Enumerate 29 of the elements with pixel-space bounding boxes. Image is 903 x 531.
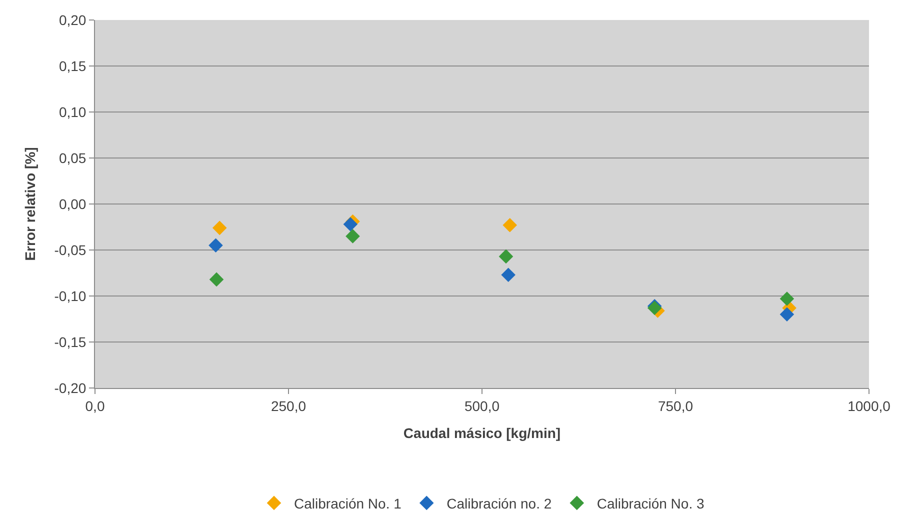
y-tick-label: -0,20: [54, 380, 86, 396]
y-tick-label: -0,15: [54, 334, 86, 350]
legend-label: Calibración no. 2: [446, 495, 552, 512]
x-tick-label: 0,0: [85, 398, 105, 414]
point: [208, 238, 223, 253]
legend-label: Calibración No. 3: [596, 495, 704, 512]
y-axis-title: Error relativo [%]: [22, 147, 38, 261]
y-tick-label: 0,10: [58, 104, 86, 120]
y-tick-label: -0,10: [54, 288, 86, 304]
x-tick-label: 250,0: [270, 398, 306, 414]
point: [498, 249, 514, 264]
x-tick-label: 500,0: [464, 398, 500, 414]
legend-label: Calibración No. 1: [294, 495, 402, 512]
y-tick-label: 0,05: [58, 150, 86, 166]
y-tick-label: 0,00: [58, 196, 86, 212]
point: [343, 217, 358, 232]
point: [780, 292, 794, 306]
point: [212, 220, 227, 236]
point: [502, 218, 518, 232]
y-tick-label: 0,15: [58, 58, 86, 74]
point: [209, 272, 224, 287]
x-tick-label: 1000,0: [848, 398, 891, 414]
point: [346, 229, 360, 244]
x-axis-title: Caudal másico [kg/min]: [403, 425, 561, 442]
point: [501, 268, 516, 282]
x-tick-label: 750,0: [658, 398, 694, 414]
y-tick-label: -0,05: [54, 242, 86, 258]
point: [780, 307, 794, 322]
y-tick-label: 0,20: [58, 12, 86, 28]
